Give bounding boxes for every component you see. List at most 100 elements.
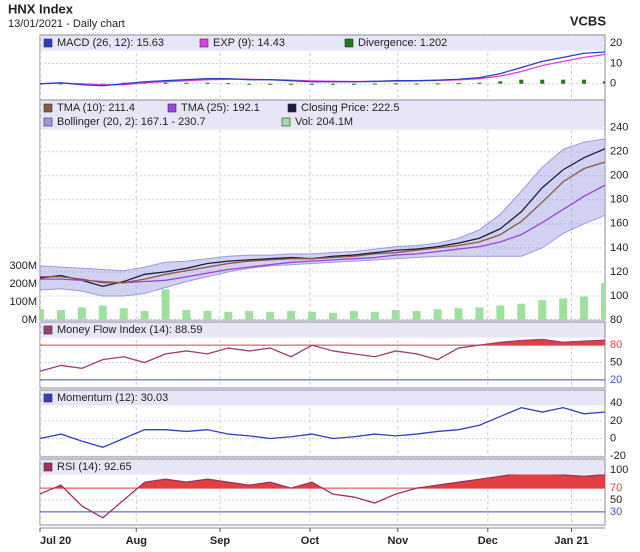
y-tick-label: 160: [610, 218, 628, 230]
bar: [517, 303, 526, 320]
legend-label: Money Flow Index (14): 88.59: [57, 324, 203, 336]
y-tick-label: 140: [610, 242, 628, 254]
y-tick-label: 40: [610, 397, 622, 409]
bar: [289, 83, 294, 85]
bar: [40, 309, 44, 320]
bar: [98, 305, 107, 320]
overbought-fill: [40, 473, 605, 489]
bar: [477, 82, 482, 84]
plot: [40, 459, 605, 525]
bar: [414, 83, 419, 85]
bar: [559, 298, 568, 320]
bar: [308, 311, 317, 320]
y-tick-label: 50: [610, 356, 622, 368]
y-tick-label: 100: [610, 464, 628, 476]
bar: [601, 283, 605, 320]
y-tick-label: 180: [610, 194, 628, 206]
legend-label: Divergence: 1.202: [358, 37, 447, 49]
bar: [351, 83, 356, 85]
bar: [538, 300, 547, 320]
chart-subtitle: 13/01/2021 - Daily chart: [8, 18, 125, 30]
x-tick-label: Jan 21: [554, 535, 588, 547]
plot: [40, 390, 605, 457]
y-tick-label: 220: [610, 146, 628, 158]
line: [40, 184, 605, 284]
line: [40, 406, 605, 448]
legend-swatch: [43, 38, 53, 48]
bar: [580, 296, 589, 320]
legend-band: [40, 322, 605, 338]
y-tick-label: 30: [610, 506, 622, 518]
line: [40, 472, 605, 519]
source: VCBS: [570, 13, 606, 28]
bar: [454, 308, 463, 320]
line: [40, 338, 605, 372]
bar: [349, 310, 358, 320]
legend-band: [40, 35, 605, 51]
bar: [77, 307, 86, 320]
bar: [412, 310, 421, 320]
legend-label: TMA (25): 192.1: [181, 102, 260, 114]
legend-swatch: [199, 38, 209, 48]
y-tick-label: 80: [610, 339, 622, 351]
x-tick-label: Sep: [210, 535, 230, 547]
legend-swatch: [287, 103, 297, 113]
bar: [119, 308, 128, 320]
y-tick-label: 50: [610, 494, 622, 506]
legend-label: MACD (26, 12): 15.63: [57, 37, 164, 49]
bar: [182, 310, 191, 320]
bar: [456, 83, 461, 85]
legend-label: Vol: 204.1M: [295, 116, 353, 128]
bar: [372, 83, 377, 85]
line: [40, 51, 605, 87]
legend-swatch: [43, 393, 53, 403]
legend-swatch: [167, 103, 177, 113]
bar: [498, 81, 503, 84]
y2-tick-label: 200M: [9, 278, 37, 290]
legend-band: [40, 100, 605, 130]
legend-swatch: [344, 38, 354, 48]
legend-band: [40, 459, 605, 475]
bar: [161, 289, 170, 320]
bar: [287, 310, 296, 320]
bar: [391, 310, 400, 320]
bar: [203, 310, 212, 320]
bar: [540, 79, 545, 84]
y-tick-label: 10: [610, 57, 622, 69]
bar: [140, 310, 149, 320]
bar: [58, 83, 63, 85]
y-tick-label: 120: [610, 266, 628, 278]
bar: [582, 79, 587, 84]
bar: [330, 83, 335, 85]
bar: [245, 310, 254, 320]
bar: [224, 311, 233, 320]
bar: [496, 305, 505, 320]
y2-tick-label: 100M: [9, 296, 37, 308]
y-tick-label: 70: [610, 482, 622, 494]
legend-label: RSI (14): 92.65: [57, 461, 132, 473]
bar: [393, 83, 398, 85]
chart-title: HNX Index: [8, 1, 74, 16]
legend-swatch: [43, 117, 53, 127]
bar: [370, 311, 379, 320]
bar: [328, 312, 337, 320]
legend-label: Momentum (12): 30.03: [57, 392, 168, 404]
y2-tick-label: 300M: [9, 260, 37, 272]
bar: [475, 307, 484, 320]
y-tick-label: 100: [610, 290, 628, 302]
y-tick-label: 0: [610, 432, 616, 444]
bar: [519, 79, 524, 84]
x-tick-label: Dec: [478, 535, 498, 547]
bar: [247, 83, 252, 85]
legend-swatch: [281, 117, 291, 127]
bar: [268, 83, 273, 85]
legend-label: Closing Price: 222.5: [301, 102, 399, 114]
y-tick-label: 20: [610, 37, 622, 49]
bollinger-band: [40, 138, 605, 297]
x-tick-label: Nov: [387, 535, 409, 547]
x-tick-label: Aug: [126, 535, 147, 547]
legend-swatch: [43, 325, 53, 335]
y-tick-label: 0: [610, 78, 616, 90]
legend-swatch: [43, 462, 53, 472]
y2-tick-label: 0M: [22, 314, 37, 326]
